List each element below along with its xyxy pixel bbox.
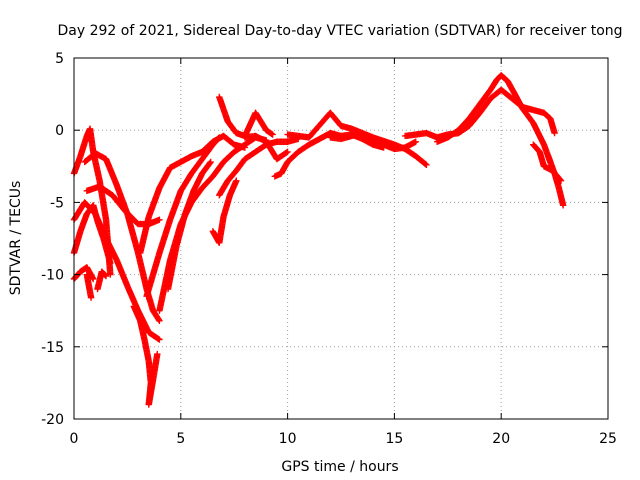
series-arc-17	[241, 132, 291, 163]
data-point	[154, 350, 161, 358]
data-point	[233, 177, 240, 184]
chart-title: Day 292 of 2021, Sidereal Day-to-day VTE…	[57, 23, 622, 39]
x-tick-label: 25	[599, 431, 617, 447]
data-point	[107, 271, 114, 278]
data-point	[215, 135, 222, 142]
data-point	[102, 272, 109, 279]
data-point	[156, 336, 163, 343]
series-arc-8	[130, 303, 161, 408]
data-point	[87, 294, 95, 301]
series-arc-9	[94, 268, 110, 293]
grid	[74, 58, 608, 419]
x-tick-label: 20	[492, 431, 510, 447]
data-point	[559, 202, 567, 209]
series-arc-6	[81, 150, 163, 325]
data-point	[206, 159, 214, 167]
series-arc-15	[216, 93, 276, 140]
series-arc-20	[327, 129, 419, 153]
y-tick-label: -10	[41, 268, 64, 284]
y-axis-label: SDTVAR / TECUs	[8, 181, 24, 296]
series-arc-22	[433, 72, 554, 166]
data-point	[155, 335, 162, 343]
y-tick-label: 5	[55, 51, 64, 67]
series-arc-11	[143, 134, 223, 300]
axis-ticks: 0 5 10 15 20 25 -20 -15 -10 -5 0 5	[41, 51, 617, 447]
data-point	[412, 138, 419, 145]
series-arc-14	[209, 177, 240, 247]
data-point	[102, 272, 110, 280]
series-arc-21	[401, 86, 558, 141]
data-point	[269, 131, 276, 138]
x-tick-label: 0	[70, 431, 79, 447]
series-arc-5	[70, 125, 114, 278]
series-arc-7	[83, 271, 95, 301]
data-point	[207, 158, 214, 166]
data-point	[216, 134, 223, 141]
series-arc-13	[164, 158, 214, 293]
series-arc-24	[544, 152, 567, 209]
data-point	[156, 216, 163, 223]
plot-frame	[73, 57, 609, 420]
x-axis-label: GPS time / hours	[281, 459, 398, 475]
data-point	[422, 160, 429, 168]
series-arc-16	[216, 135, 302, 199]
data-point	[101, 271, 108, 278]
y-tick-label: -15	[41, 340, 64, 356]
data-point	[283, 149, 290, 156]
data-point	[423, 161, 430, 169]
data-point	[156, 317, 163, 325]
series-arc-1	[70, 264, 97, 283]
x-tick-label: 10	[279, 431, 297, 447]
series-arc-12	[156, 134, 270, 314]
data-point	[90, 275, 97, 283]
y-tick-label: -20	[41, 412, 64, 428]
data-points	[70, 72, 567, 408]
y-tick-label: 0	[55, 123, 64, 139]
data-point	[551, 129, 558, 137]
y-tick-label: -5	[50, 195, 64, 211]
data-point	[284, 148, 291, 156]
x-tick-label: 15	[385, 431, 403, 447]
x-tick-label: 5	[176, 431, 185, 447]
